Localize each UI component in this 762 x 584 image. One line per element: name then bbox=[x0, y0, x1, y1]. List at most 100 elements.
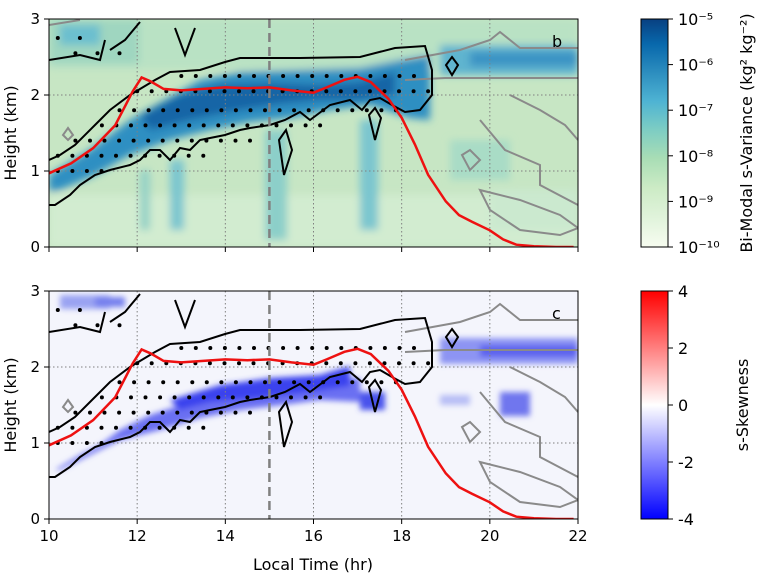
significance-dot bbox=[117, 108, 122, 113]
colorbar-b-label: Bi-Modal s-Variance (kg² kg⁻²) bbox=[737, 13, 756, 252]
significance-dot bbox=[207, 89, 212, 94]
significance-dot bbox=[379, 108, 384, 113]
significance-dot bbox=[161, 108, 166, 113]
panel-b-black-contour bbox=[49, 21, 460, 206]
y-tick-label: 3 bbox=[30, 282, 40, 300]
significance-dot bbox=[289, 123, 293, 128]
significance-dot bbox=[99, 441, 104, 445]
panel-c-black-contour bbox=[49, 293, 460, 478]
x-tick-label: 10 bbox=[39, 527, 58, 545]
significance-dot bbox=[179, 74, 184, 78]
colorbar-b-bar bbox=[640, 18, 669, 248]
significance-dot bbox=[248, 108, 253, 113]
significance-dot bbox=[135, 89, 140, 94]
significance-dot bbox=[117, 380, 122, 385]
significance-dot bbox=[281, 346, 286, 350]
significance-dot bbox=[245, 123, 250, 128]
significance-dot bbox=[99, 169, 104, 173]
significance-dot bbox=[237, 74, 242, 78]
significance-dot bbox=[350, 108, 355, 113]
significance-dot bbox=[149, 89, 154, 94]
significance-dot bbox=[117, 410, 122, 415]
significance-dot bbox=[175, 380, 180, 385]
significance-dot bbox=[160, 410, 165, 415]
significance-dot bbox=[131, 138, 136, 143]
significance-dot bbox=[277, 380, 282, 385]
significance-dot bbox=[95, 323, 100, 328]
significance-dot bbox=[382, 346, 387, 350]
significance-dot bbox=[201, 395, 206, 400]
significance-dot bbox=[149, 361, 154, 366]
significance-dot bbox=[84, 425, 89, 430]
significance-dot bbox=[411, 89, 416, 94]
significance-dot bbox=[259, 395, 264, 400]
significance-dot bbox=[233, 410, 238, 415]
colorbar-tick-label: 10⁻¹⁰ bbox=[678, 238, 720, 257]
significance-dot bbox=[204, 410, 209, 415]
significance-dot bbox=[216, 395, 221, 400]
y-tick-label: 3 bbox=[30, 10, 40, 28]
significance-dot bbox=[172, 425, 177, 430]
significance-dot bbox=[114, 153, 118, 158]
significance-dot bbox=[233, 138, 238, 143]
significance-dot bbox=[237, 346, 242, 350]
significance-dot bbox=[353, 89, 358, 94]
panel-c-grid bbox=[49, 291, 578, 519]
significance-dot bbox=[84, 169, 89, 173]
significance-dot bbox=[99, 123, 104, 128]
significance-dot bbox=[364, 108, 369, 113]
significance-dot bbox=[55, 36, 60, 40]
colorbar-tick-label: 10⁻⁸ bbox=[678, 147, 713, 166]
panel-b-annotation: b bbox=[552, 32, 562, 51]
significance-dot bbox=[251, 89, 256, 94]
significance-dot bbox=[237, 89, 241, 94]
panel-b-significance-dots bbox=[55, 36, 431, 173]
significance-dot bbox=[132, 108, 137, 113]
significance-dot bbox=[193, 74, 198, 78]
panel-b-gray-contour bbox=[49, 19, 578, 237]
significance-dot bbox=[158, 123, 163, 128]
significance-dot bbox=[157, 425, 162, 430]
significance-dot bbox=[368, 74, 373, 78]
colorbar-b-ticks: 10⁻¹⁰ 10⁻⁹ 10⁻⁸ 10⁻⁷ 10⁻⁶ 10⁻⁵ bbox=[668, 10, 720, 257]
significance-dot bbox=[350, 380, 355, 385]
panel-b: b 0 1 2 3 Height (km) bbox=[1, 10, 579, 256]
significance-dot bbox=[102, 410, 107, 415]
significance-dot bbox=[364, 380, 369, 385]
panel-c-significance-dots bbox=[55, 308, 431, 445]
significance-dot bbox=[73, 410, 78, 415]
significance-dot bbox=[367, 361, 372, 366]
significance-dot bbox=[55, 308, 60, 312]
significance-dot bbox=[382, 89, 387, 94]
significance-dot bbox=[397, 89, 401, 94]
significance-dot bbox=[70, 153, 75, 158]
significance-dot bbox=[160, 138, 165, 143]
colorbar-c-label: s-Skewness bbox=[733, 359, 752, 452]
significance-dot bbox=[382, 361, 387, 366]
significance-dot bbox=[397, 74, 402, 78]
significance-dot bbox=[426, 361, 431, 366]
colorbar-tick-label: 10⁻⁵ bbox=[678, 10, 713, 29]
significance-dot bbox=[143, 123, 148, 128]
significance-dot bbox=[77, 36, 82, 40]
significance-dot bbox=[303, 395, 308, 400]
colorbar-b: 10⁻¹⁰ 10⁻⁹ 10⁻⁸ 10⁻⁷ 10⁻⁶ 10⁻⁵ Bi-Modal s-Var… bbox=[640, 10, 756, 257]
significance-dot bbox=[73, 51, 78, 56]
y-tick-label: 2 bbox=[30, 86, 40, 104]
significance-dot bbox=[208, 346, 213, 350]
significance-dot bbox=[263, 380, 267, 385]
significance-dot bbox=[117, 323, 122, 328]
significance-dot bbox=[73, 323, 78, 328]
significance-dot bbox=[368, 346, 373, 350]
x-tick-label: 16 bbox=[304, 527, 323, 545]
significance-dot bbox=[321, 380, 326, 385]
panel-c-annotation: c bbox=[552, 304, 561, 323]
significance-dot bbox=[99, 153, 104, 158]
panel-c-xlabel: Local Time (hr) bbox=[253, 555, 373, 574]
significance-dot bbox=[88, 410, 92, 415]
significance-dot bbox=[131, 410, 136, 415]
significance-dot bbox=[281, 74, 286, 78]
significance-dot bbox=[274, 395, 279, 400]
significance-dot bbox=[201, 425, 206, 430]
